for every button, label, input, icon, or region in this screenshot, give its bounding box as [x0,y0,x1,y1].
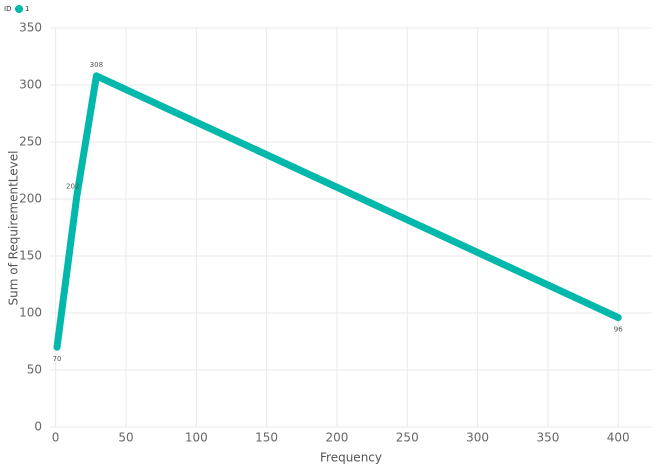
data-label: 308 [90,61,103,69]
x-tick-label: 400 [607,431,630,445]
y-tick-label: 100 [19,306,42,320]
data-label: 96 [614,326,623,334]
x-tick-label: 150 [255,431,278,445]
y-tick-label: 300 [19,78,42,92]
data-label: 70 [53,355,62,363]
x-tick-label: 0 [52,431,60,445]
y-tick-label: 50 [27,363,42,377]
y-axis-title: Sum of RequirementLevel [7,151,21,306]
y-tick-label: 350 [19,21,42,35]
x-tick-label: 50 [118,431,133,445]
x-tick-label: 100 [185,431,208,445]
x-axis-title: Frequency [320,451,382,465]
data-label: 202 [66,183,79,191]
y-tick-label: 200 [19,192,42,206]
x-tick-label: 350 [536,431,559,445]
series-line [53,72,622,351]
x-tick-label: 200 [325,431,348,445]
x-tick-label: 250 [396,431,419,445]
y-tick-label: 0 [34,420,42,434]
legend-marker [15,5,23,13]
legend-label: 1 [25,5,29,13]
y-tick-label: 250 [19,135,42,149]
x-tick-label: 300 [466,431,489,445]
legend-title: ID [4,5,11,13]
y-tick-label: 150 [19,249,42,263]
